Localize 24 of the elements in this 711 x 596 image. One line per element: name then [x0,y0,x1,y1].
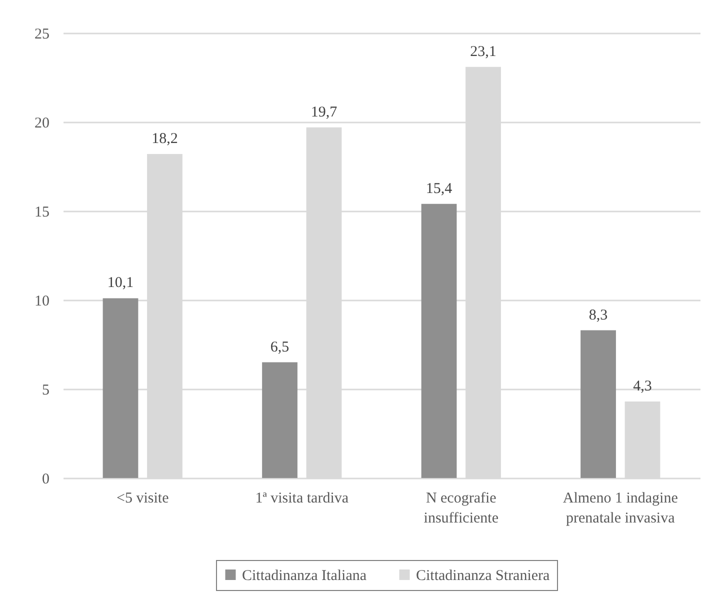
data-label: 18,2 [152,131,178,148]
data-label: 10,1 [107,275,134,292]
data-label: 8,3 [588,307,608,324]
data-label: 19,7 [310,104,338,120]
x-tick-label: Almeno 1 indagine prenatale invasiva [562,490,678,526]
bar [102,298,138,478]
data-label: 15,4 [426,180,453,197]
data-label: 23,1 [470,44,496,60]
y-tick-label: 25 [34,26,50,42]
x-tick-label: <5 visite [116,490,170,506]
y-tick-label: 15 [34,204,50,220]
legend-label: Cittadinanza Italiana [242,568,367,584]
data-label: 6,5 [270,339,290,356]
bar [262,362,298,478]
y-tick-label: 5 [42,382,50,398]
y-tick-label: 10 [34,294,50,310]
x-tick-label: N ecografie insufficiente [424,490,499,526]
y-tick-label: 0 [42,472,50,488]
y-tick-label: 20 [34,116,50,132]
data-label: 4,3 [633,378,652,394]
bar [421,204,457,478]
bar [580,330,616,478]
legend-label: Cittadinanza Straniera [416,568,550,584]
x-tick-label: 1ª visita tardiva [255,490,349,506]
